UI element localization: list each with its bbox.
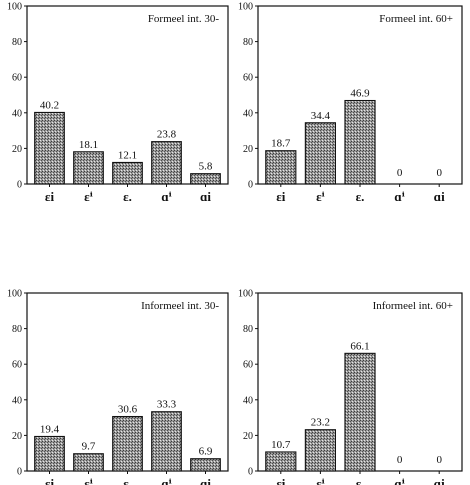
- y-tick-label: 100: [238, 289, 253, 300]
- data-label: 6.9: [199, 446, 213, 458]
- bar: [304, 429, 336, 472]
- bar: [34, 111, 65, 185]
- y-tick-label: 0: [248, 180, 253, 191]
- x-tick-label: ε.: [123, 476, 132, 485]
- chart-panel: 0 20 40 60 80 100 Formeel int. 60+ 18.7 εi 34.4 εⁱ…: [238, 2, 463, 204]
- y-tick-label: 40: [243, 108, 253, 119]
- data-label: 18.7: [271, 138, 291, 150]
- x-tick-label: εⁱ: [316, 189, 325, 204]
- data-label: 46.9: [350, 88, 370, 100]
- data-label: 23.8: [157, 129, 177, 141]
- y-tick-label: 100: [7, 2, 22, 13]
- data-label: 12.1: [118, 149, 137, 161]
- x-tick-label: εⁱ: [84, 189, 93, 204]
- bar: [304, 122, 336, 185]
- y-tick-label: 20: [243, 431, 253, 442]
- y-tick-label: 20: [12, 144, 22, 155]
- y-tick-label: 80: [12, 324, 22, 335]
- data-label: 0: [397, 167, 403, 179]
- y-tick-label: 20: [243, 144, 253, 155]
- data-label: 0: [436, 454, 442, 466]
- data-label: 9.7: [82, 441, 96, 453]
- bar: [265, 150, 297, 185]
- y-tick-label: 100: [7, 289, 22, 300]
- data-label: 30.6: [118, 404, 138, 416]
- x-tick-label: εⁱ: [316, 476, 325, 485]
- data-label: 0: [436, 167, 442, 179]
- x-tick-label: εi: [45, 189, 55, 204]
- x-tick-label: ɑi: [200, 189, 211, 204]
- x-tick-label: εⁱ: [84, 476, 93, 485]
- y-tick-label: 60: [12, 73, 22, 84]
- data-label: 10.7: [271, 439, 291, 451]
- x-tick-label: εi: [45, 476, 55, 485]
- bar: [112, 415, 143, 472]
- y-tick-label: 20: [12, 431, 22, 442]
- data-label: 19.4: [40, 423, 60, 435]
- y-tick-label: 0: [248, 467, 253, 478]
- x-tick-label: ɑⁱ: [161, 189, 172, 204]
- x-tick-label: ε.: [356, 476, 365, 485]
- y-tick-label: 80: [243, 37, 253, 48]
- data-label: 34.4: [311, 110, 331, 122]
- y-tick-label: 80: [12, 37, 22, 48]
- data-label: 5.8: [199, 161, 213, 173]
- y-tick-label: 60: [12, 360, 22, 371]
- x-tick-label: ɑi: [434, 189, 445, 204]
- y-tick-label: 100: [238, 2, 253, 13]
- y-tick-label: 60: [243, 73, 253, 84]
- chart-title: Informeel int. 30-: [141, 300, 219, 312]
- data-label: 33.3: [157, 399, 177, 411]
- data-label: 66.1: [350, 340, 369, 352]
- x-tick-label: εi: [276, 189, 286, 204]
- y-tick-label: 40: [243, 395, 253, 406]
- x-tick-label: ɑi: [200, 476, 211, 485]
- bar: [73, 151, 104, 185]
- y-tick-label: 0: [17, 180, 22, 191]
- bar: [73, 453, 104, 472]
- y-tick-label: 80: [243, 324, 253, 335]
- bar: [190, 458, 221, 472]
- bar: [34, 435, 65, 472]
- data-label: 40.2: [40, 99, 59, 111]
- y-tick-label: 0: [17, 467, 22, 478]
- x-tick-label: ɑⁱ: [394, 476, 405, 485]
- y-tick-label: 40: [12, 108, 22, 119]
- bar: [151, 141, 182, 185]
- data-label: 0: [397, 454, 403, 466]
- chart-panel: 0 20 40 60 80 100 Formeel int. 30- 40.2 εi 18.1 εⁱ…: [7, 2, 229, 204]
- bar: [265, 451, 297, 472]
- data-label: 23.2: [311, 417, 330, 429]
- bar: [344, 99, 376, 185]
- data-label: 18.1: [79, 139, 98, 151]
- chart-panel: 0 20 40 60 80 100 Informeel int. 30- 19.4 εi 9.7 ε…: [7, 289, 229, 485]
- x-tick-label: ɑi: [434, 476, 445, 485]
- x-tick-label: ε.: [123, 189, 132, 204]
- x-tick-label: ɑⁱ: [161, 476, 172, 485]
- chart-title: Informeel int. 60+: [373, 300, 453, 312]
- chart-title: Formeel int. 30-: [148, 13, 220, 25]
- x-tick-label: ɑⁱ: [394, 189, 405, 204]
- bar: [151, 411, 182, 472]
- bar: [190, 173, 221, 185]
- chart-title: Formeel int. 60+: [379, 13, 453, 25]
- y-tick-label: 40: [12, 395, 22, 406]
- y-tick-label: 60: [243, 360, 253, 371]
- x-tick-label: εi: [276, 476, 286, 485]
- bar: [112, 161, 143, 185]
- x-tick-label: ε.: [356, 189, 365, 204]
- bar: [344, 352, 376, 472]
- chart-panel: 0 20 40 60 80 100 Informeel int. 60+ 10.7 εi 23.2…: [238, 289, 463, 485]
